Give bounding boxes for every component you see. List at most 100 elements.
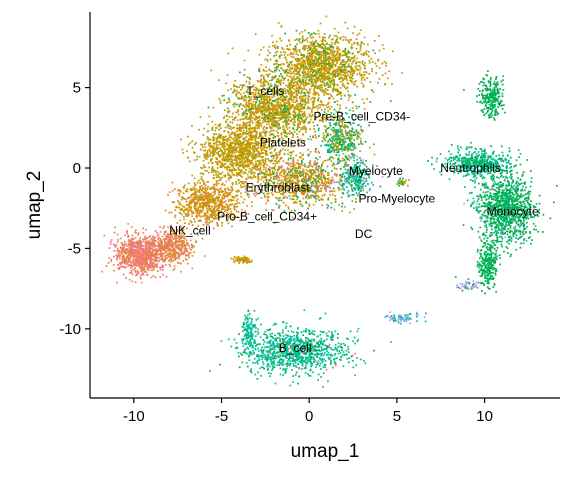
scatter-point — [268, 73, 271, 75]
scatter-point — [207, 201, 209, 203]
scatter-point — [304, 44, 307, 47]
scatter-point — [315, 198, 318, 200]
scatter-point — [284, 179, 286, 182]
scatter-point — [261, 131, 264, 133]
scatter-point — [281, 114, 284, 117]
scatter-point — [331, 78, 334, 80]
scatter-point — [308, 176, 311, 178]
scatter-point — [234, 117, 236, 120]
scatter-point — [274, 148, 277, 151]
scatter-point — [235, 157, 238, 160]
scatter-point — [205, 141, 208, 144]
scatter-point — [226, 149, 229, 151]
scatter-point — [299, 99, 302, 102]
scatter-point — [230, 88, 232, 90]
scatter-point — [320, 103, 323, 106]
scatter-point — [219, 123, 221, 125]
scatter-point — [237, 145, 240, 147]
scatter-point — [262, 90, 264, 93]
scatter-point — [325, 70, 328, 73]
scatter-point — [290, 82, 293, 84]
scatter-point — [285, 117, 287, 120]
scatter-point — [342, 39, 345, 41]
scatter-point — [276, 84, 278, 87]
scatter-point — [257, 155, 260, 157]
scatter-point — [271, 76, 273, 79]
scatter-point — [292, 172, 294, 175]
scatter-point — [258, 132, 261, 134]
scatter-point — [291, 93, 293, 96]
scatter-point — [225, 82, 227, 85]
scatter-point — [310, 49, 312, 52]
scatter-point — [211, 126, 214, 129]
scatter-point — [227, 154, 229, 157]
scatter-point — [285, 178, 288, 181]
scatter-point — [291, 171, 293, 174]
scatter-point — [359, 185, 362, 187]
scatter-point — [216, 200, 219, 203]
scatter-point — [240, 151, 242, 154]
scatter-point — [268, 115, 270, 117]
scatter-point — [280, 67, 283, 70]
scatter-point — [273, 46, 276, 49]
scatter-point — [287, 207, 290, 210]
scatter-point — [288, 69, 291, 71]
scatter-point — [351, 72, 354, 75]
scatter-point — [311, 109, 313, 111]
scatter-point — [316, 184, 319, 187]
scatter-point — [277, 92, 279, 94]
scatter-point — [262, 107, 265, 109]
scatter-point — [318, 87, 321, 90]
scatter-point — [299, 138, 302, 141]
scatter-point — [243, 167, 245, 169]
scatter-point — [318, 72, 321, 74]
scatter-point — [341, 82, 344, 85]
scatter-point — [292, 111, 295, 113]
scatter-point — [218, 125, 220, 128]
scatter-point — [277, 177, 280, 179]
scatter-point — [260, 164, 262, 166]
scatter-point — [303, 180, 306, 182]
scatter-point — [326, 127, 329, 130]
scatter-point — [260, 90, 263, 92]
scatter-point — [271, 167, 274, 170]
scatter-point — [267, 179, 270, 181]
scatter-point — [332, 56, 334, 59]
scatter-point — [326, 184, 328, 187]
scatter-point — [299, 123, 302, 125]
scatter-point — [279, 149, 282, 152]
scatter-point — [305, 102, 307, 105]
scatter-point — [227, 199, 230, 202]
scatter-point — [307, 71, 310, 74]
scatter-point — [254, 176, 257, 178]
scatter-point — [363, 52, 366, 54]
scatter-point — [228, 116, 231, 118]
scatter-point — [243, 126, 245, 129]
scatter-point — [310, 85, 313, 88]
scatter-point — [227, 130, 229, 133]
scatter-point — [279, 96, 282, 98]
scatter-point — [332, 80, 335, 83]
scatter-point — [231, 137, 234, 140]
scatter-point — [324, 59, 327, 61]
scatter-point — [251, 171, 254, 174]
scatter-point — [296, 187, 299, 189]
scatter-point — [234, 146, 237, 149]
scatter-point — [208, 222, 210, 224]
scatter-point — [273, 115, 276, 117]
scatter-point — [269, 169, 271, 172]
scatter-point — [352, 57, 355, 60]
scatter-point — [301, 54, 304, 57]
scatter-point — [274, 44, 276, 47]
scatter-point — [236, 130, 238, 133]
scatter-point — [257, 92, 260, 95]
scatter-point — [314, 106, 317, 109]
scatter-point — [307, 99, 310, 102]
scatter-point — [319, 190, 322, 193]
scatter-point — [275, 54, 278, 56]
scatter-point — [345, 165, 348, 167]
scatter-point — [277, 165, 280, 168]
scatter-point — [262, 83, 265, 86]
scatter-point — [259, 155, 262, 158]
scatter-point — [232, 150, 234, 153]
